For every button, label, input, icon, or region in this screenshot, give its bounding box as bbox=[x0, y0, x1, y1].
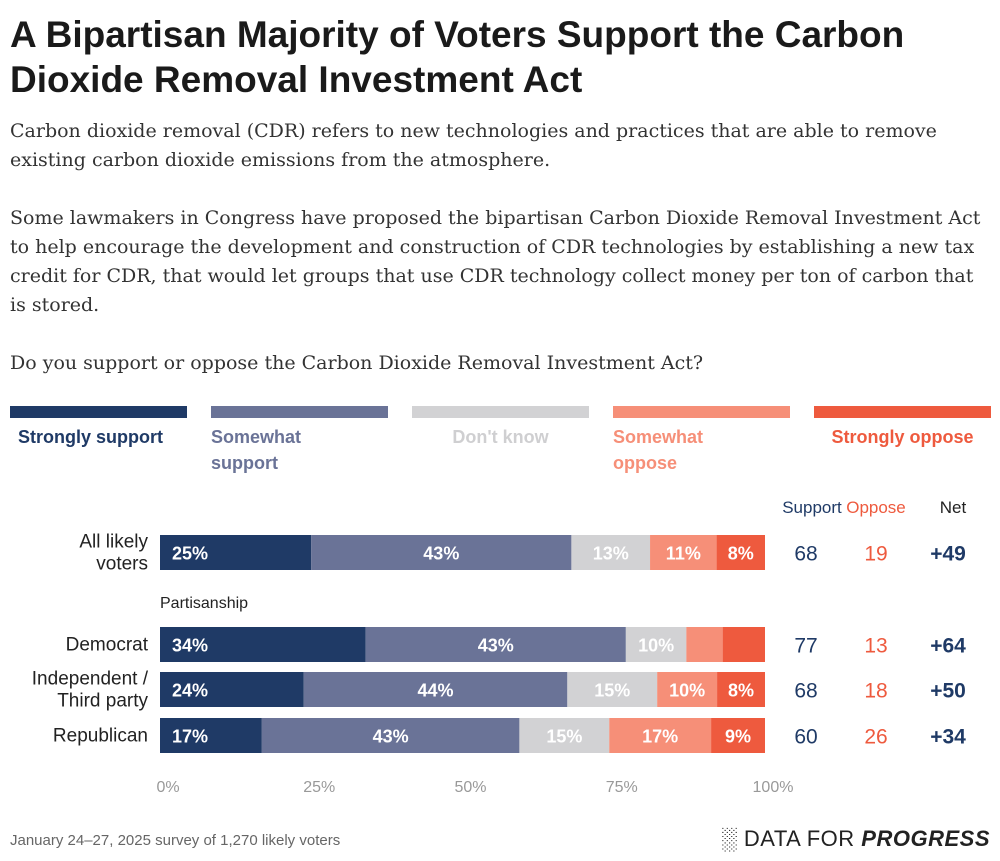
row-label: Democrat bbox=[66, 635, 149, 656]
bar-segment bbox=[160, 718, 262, 753]
bar-segment bbox=[717, 672, 765, 707]
support-value: 68 bbox=[794, 543, 817, 566]
bar-segment bbox=[625, 627, 687, 662]
logo-text: DATA FOR bbox=[743, 826, 855, 851]
legend-swatch bbox=[10, 406, 187, 418]
data-label: 43% bbox=[423, 544, 459, 564]
bar-segment bbox=[711, 718, 765, 753]
bar-segment bbox=[722, 627, 765, 662]
bar-segment bbox=[261, 718, 520, 753]
question-text: Do you support or oppose the Carbon Diox… bbox=[10, 352, 704, 374]
oppose-value: 19 bbox=[864, 543, 887, 566]
data-label: 10% bbox=[638, 636, 674, 656]
data-label: 9% bbox=[725, 727, 751, 747]
row-label: Third party bbox=[57, 691, 148, 712]
legend-swatch bbox=[412, 406, 589, 418]
legend-swatch bbox=[814, 406, 991, 418]
row-label: Independent / bbox=[32, 669, 149, 690]
logo-text-bold: PROGRESS bbox=[861, 826, 990, 851]
legend-item: Somewhat support bbox=[211, 406, 388, 476]
legend-label: Strongly support bbox=[18, 427, 163, 447]
data-label: 43% bbox=[373, 727, 409, 747]
chart-title: A Bipartisan Majority of Voters Support … bbox=[10, 14, 905, 100]
data-label: 43% bbox=[478, 636, 514, 656]
bar-segment bbox=[657, 672, 718, 707]
x-tick-label: 25% bbox=[303, 779, 335, 796]
legend-label: Somewhat oppose bbox=[613, 427, 704, 473]
x-tick-label: 50% bbox=[454, 779, 486, 796]
bar-segment bbox=[609, 718, 712, 753]
data-label: 44% bbox=[418, 681, 454, 701]
intro-paragraph: Carbon dioxide removal (CDR) refers to n… bbox=[10, 120, 937, 171]
bar-segment bbox=[650, 535, 717, 570]
legend-item: Strongly oppose bbox=[814, 406, 991, 450]
bar-segment bbox=[519, 718, 610, 753]
bar-segment bbox=[567, 672, 658, 707]
bar-segment bbox=[716, 535, 765, 570]
bar-segment bbox=[365, 627, 626, 662]
net-value: +50 bbox=[930, 680, 966, 703]
bar-segment bbox=[160, 535, 312, 570]
data-label: 17% bbox=[172, 727, 208, 747]
x-tick-label: 100% bbox=[753, 779, 794, 796]
legend-label: Somewhat support bbox=[211, 427, 302, 473]
legend-swatch bbox=[211, 406, 388, 418]
row-label: All likely bbox=[79, 532, 148, 553]
data-label: 11% bbox=[666, 544, 701, 564]
legend-label: Don't know bbox=[452, 427, 549, 447]
data-label: 24% bbox=[172, 681, 208, 701]
net-value: +49 bbox=[930, 543, 966, 566]
bar-segment bbox=[571, 535, 651, 570]
legend-swatch bbox=[613, 406, 790, 418]
x-tick-label: 75% bbox=[606, 779, 638, 796]
bar-segment bbox=[311, 535, 572, 570]
bar-segment bbox=[303, 672, 568, 707]
row-label: Republican bbox=[53, 726, 148, 747]
legend-item: Don't know bbox=[412, 406, 589, 450]
row-label: voters bbox=[96, 554, 148, 575]
legend-item: Strongly support bbox=[10, 406, 187, 450]
support-value: 60 bbox=[794, 726, 817, 749]
legend-label: Strongly oppose bbox=[831, 427, 974, 447]
data-label: 15% bbox=[594, 681, 630, 701]
x-tick-label: 0% bbox=[156, 779, 179, 796]
data-label: 8% bbox=[728, 681, 754, 701]
bar-segment bbox=[160, 627, 366, 662]
data-label: 13% bbox=[593, 544, 629, 564]
data-label: 8% bbox=[728, 544, 754, 564]
net-value: +34 bbox=[930, 726, 966, 749]
footer-source: January 24–27, 2025 survey of 1,270 like… bbox=[10, 832, 341, 849]
data-label: 15% bbox=[546, 727, 582, 747]
column-header-support: Support bbox=[782, 498, 842, 517]
support-value: 77 bbox=[794, 635, 817, 658]
net-value: +64 bbox=[930, 635, 966, 658]
data-label: 25% bbox=[172, 544, 208, 564]
logo-icon: ░ bbox=[721, 826, 738, 851]
oppose-value: 18 bbox=[864, 680, 887, 703]
column-header-net: Net bbox=[940, 498, 967, 517]
data-label: 10% bbox=[669, 681, 705, 701]
oppose-value: 13 bbox=[864, 635, 887, 658]
legend-item: Somewhat oppose bbox=[613, 406, 790, 476]
data-label: 34% bbox=[172, 636, 208, 656]
description-paragraph: Some lawmakers in Congress have proposed… bbox=[10, 207, 981, 316]
data-label: 17% bbox=[642, 727, 678, 747]
logo: ░ DATA FOR PROGRESS bbox=[721, 826, 990, 852]
group-label: Partisanship bbox=[160, 595, 248, 612]
bar-segment bbox=[686, 627, 723, 662]
bar-segment bbox=[160, 672, 304, 707]
oppose-value: 26 bbox=[864, 726, 887, 749]
column-header-oppose: Oppose bbox=[846, 498, 906, 517]
support-value: 68 bbox=[794, 680, 817, 703]
